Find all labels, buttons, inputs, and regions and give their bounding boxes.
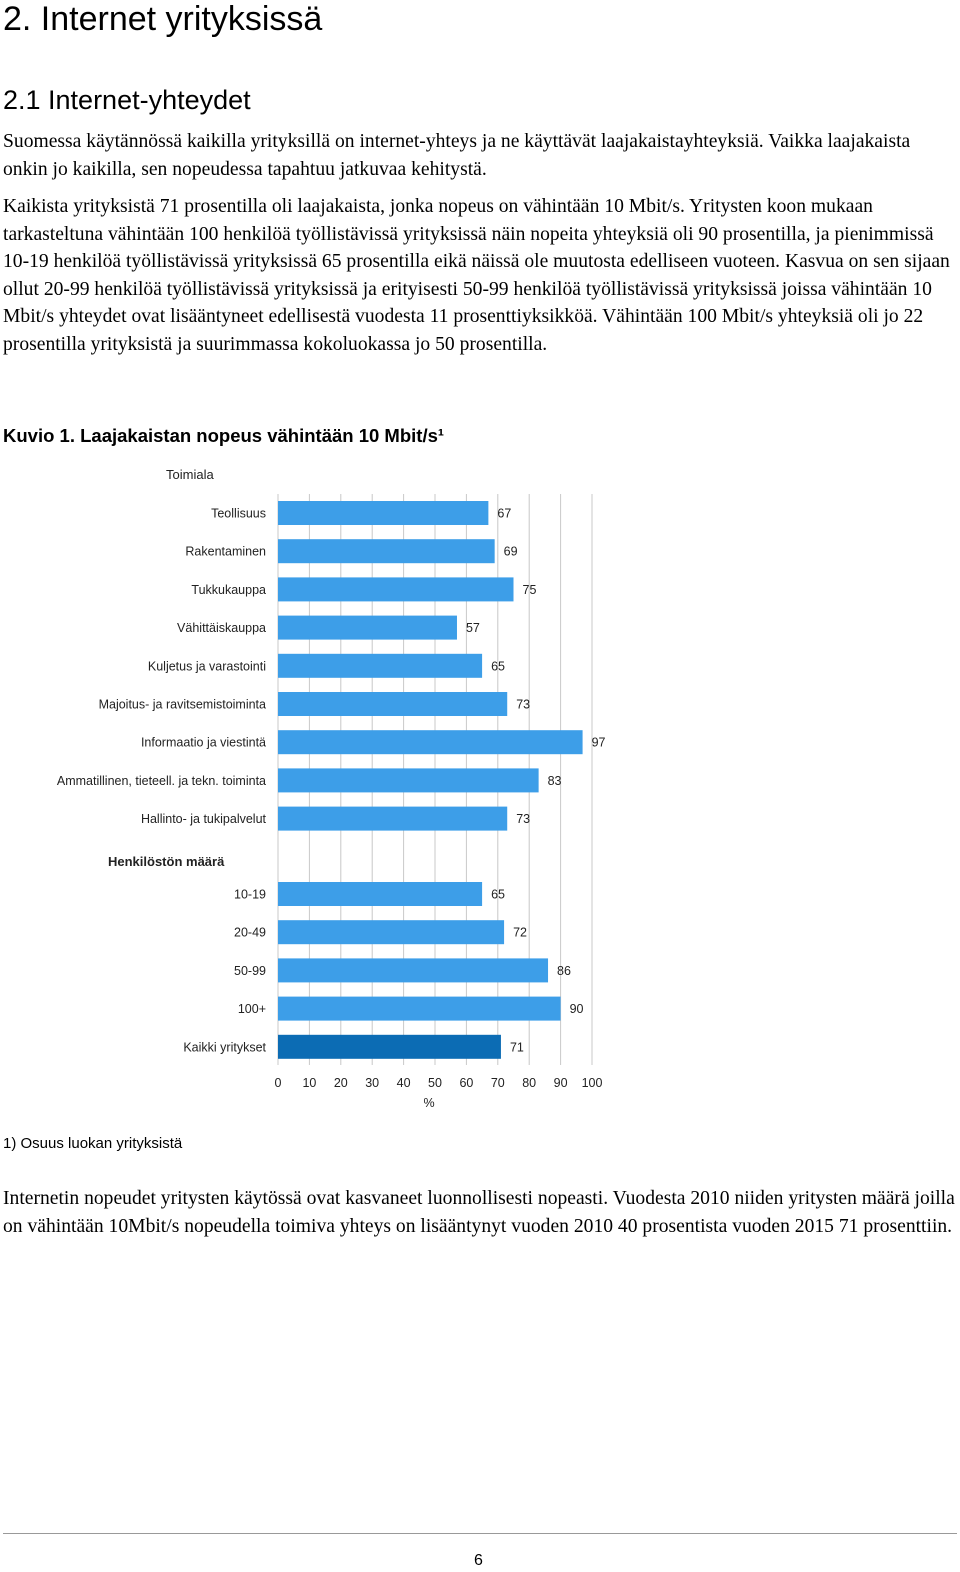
category-label: Kaikki yritykset	[183, 1040, 266, 1054]
category-label: 100+	[238, 1002, 266, 1016]
bar	[278, 996, 561, 1021]
data-label: 73	[516, 812, 530, 826]
data-label: 73	[516, 698, 530, 712]
footer-divider	[3, 1533, 957, 1534]
data-label: 75	[523, 583, 537, 597]
bar	[278, 539, 495, 564]
category-label: Ammatillinen, tieteell. ja tekn. toimint…	[57, 774, 266, 788]
data-label: 83	[548, 774, 562, 788]
data-label: 67	[497, 507, 511, 521]
bar	[278, 920, 505, 945]
figure-title: Kuvio 1. Laajakaistan nopeus vähintään 1…	[3, 425, 445, 446]
bar	[278, 692, 508, 716]
x-tick-label: 90	[554, 1076, 568, 1090]
category-label: Majoitus- ja ravitsemistoiminta	[99, 698, 266, 712]
paragraph-intro: Suomessa käytännössä kaikilla yrityksill…	[3, 131, 911, 180]
x-tick-label: 50	[428, 1076, 442, 1090]
bar	[278, 577, 514, 602]
category-label: Rakentaminen	[185, 545, 266, 559]
category-label: Informaatio ja viestintä	[141, 736, 266, 750]
paragraph-broadband-speed: Kaikista yrityksistä 71 prosentilla oli …	[3, 196, 950, 355]
bar	[278, 730, 583, 755]
data-label: 86	[557, 964, 571, 978]
x-tick-label: 20	[334, 1076, 348, 1090]
data-label: 71	[510, 1040, 524, 1054]
paragraph-growth: Internetin nopeudet yritysten käytössä o…	[3, 1188, 955, 1237]
category-label: Tukkukauppa	[191, 583, 266, 597]
bar	[278, 501, 489, 525]
bar	[278, 615, 457, 640]
bar	[278, 882, 483, 906]
category-label: Kuljetus ja varastointi	[148, 659, 266, 673]
bar-chart: 0 10 20 30 40 50 60 70 80 90 100% Toimiala Teollisuu…	[57, 467, 606, 1110]
bar	[278, 768, 539, 793]
category-label: 50-99	[234, 964, 266, 978]
x-tick-label: 100	[582, 1076, 603, 1090]
x-tick-label: 60	[459, 1076, 473, 1090]
x-tick-label: 30	[365, 1076, 379, 1090]
bar	[278, 653, 483, 678]
x-axis-label: %	[423, 1096, 434, 1110]
category-label: Teollisuus	[211, 507, 266, 521]
data-label: 90	[570, 1002, 584, 1016]
category-label: Hallinto- ja tukipalvelut	[141, 812, 267, 826]
x-tick-label: 40	[397, 1076, 411, 1090]
data-label: 69	[504, 545, 518, 559]
group-label: Henkilöstön määrä	[108, 854, 225, 869]
x-tick-label: 70	[491, 1076, 505, 1090]
page-number: 6	[474, 1552, 483, 1569]
subsection-heading: 2.1 Internet-yhteydet	[3, 85, 251, 115]
section-heading: 2. Internet yrityksissä	[3, 0, 323, 38]
x-tick-label: 0	[275, 1076, 282, 1090]
data-label: 65	[491, 659, 505, 673]
x-tick-label: 10	[302, 1076, 316, 1090]
data-label: 97	[592, 736, 606, 750]
bar	[278, 1034, 501, 1059]
category-label: 20-49	[234, 926, 266, 940]
category-label: Vähittäiskauppa	[177, 621, 266, 635]
data-label: 57	[466, 621, 480, 635]
x-tick-label: 80	[522, 1076, 536, 1090]
category-label: 10-19	[234, 888, 266, 902]
data-label: 65	[491, 888, 505, 902]
figure-footnote: 1) Osuus luokan yrityksistä	[3, 1135, 183, 1152]
data-label: 72	[513, 926, 527, 940]
bar	[278, 958, 549, 983]
group-label: Toimiala	[166, 467, 214, 482]
bar	[278, 806, 508, 831]
